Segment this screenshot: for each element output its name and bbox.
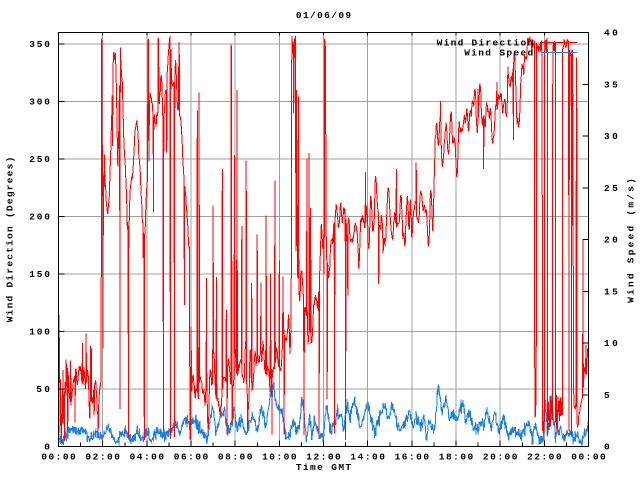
svg-text:Wind Direction: Wind Direction (437, 38, 534, 49)
svg-text:12:00: 12:00 (306, 452, 341, 463)
svg-text:16:00: 16:00 (395, 452, 430, 463)
svg-text:00:00: 00:00 (41, 452, 76, 463)
svg-text:200: 200 (29, 212, 50, 223)
svg-text:10:00: 10:00 (262, 452, 297, 463)
svg-text:22:00: 22:00 (527, 452, 562, 463)
svg-text:300: 300 (29, 97, 50, 108)
svg-text:20:00: 20:00 (483, 452, 518, 463)
svg-text:08:00: 08:00 (218, 452, 253, 463)
svg-text:350: 350 (29, 39, 50, 50)
svg-text:06:00: 06:00 (174, 452, 209, 463)
svg-text:0: 0 (604, 442, 610, 453)
svg-text:14:00: 14:00 (350, 452, 385, 463)
svg-text:250: 250 (29, 154, 50, 165)
svg-text:18:00: 18:00 (439, 452, 474, 463)
svg-text:150: 150 (29, 269, 50, 280)
svg-text:02:00: 02:00 (85, 452, 120, 463)
svg-text:5: 5 (604, 390, 610, 401)
svg-text:100: 100 (29, 327, 50, 338)
svg-text:Wind Speed: Wind Speed (464, 48, 533, 59)
svg-text:Time GMT: Time GMT (296, 462, 351, 473)
svg-text:04:00: 04:00 (130, 452, 165, 463)
svg-text:Wind Direction (Degrees): Wind Direction (Degrees) (5, 157, 16, 323)
svg-text:01/06/09: 01/06/09 (296, 10, 351, 21)
svg-text:00:00: 00:00 (571, 452, 606, 463)
svg-text:0: 0 (44, 442, 50, 453)
